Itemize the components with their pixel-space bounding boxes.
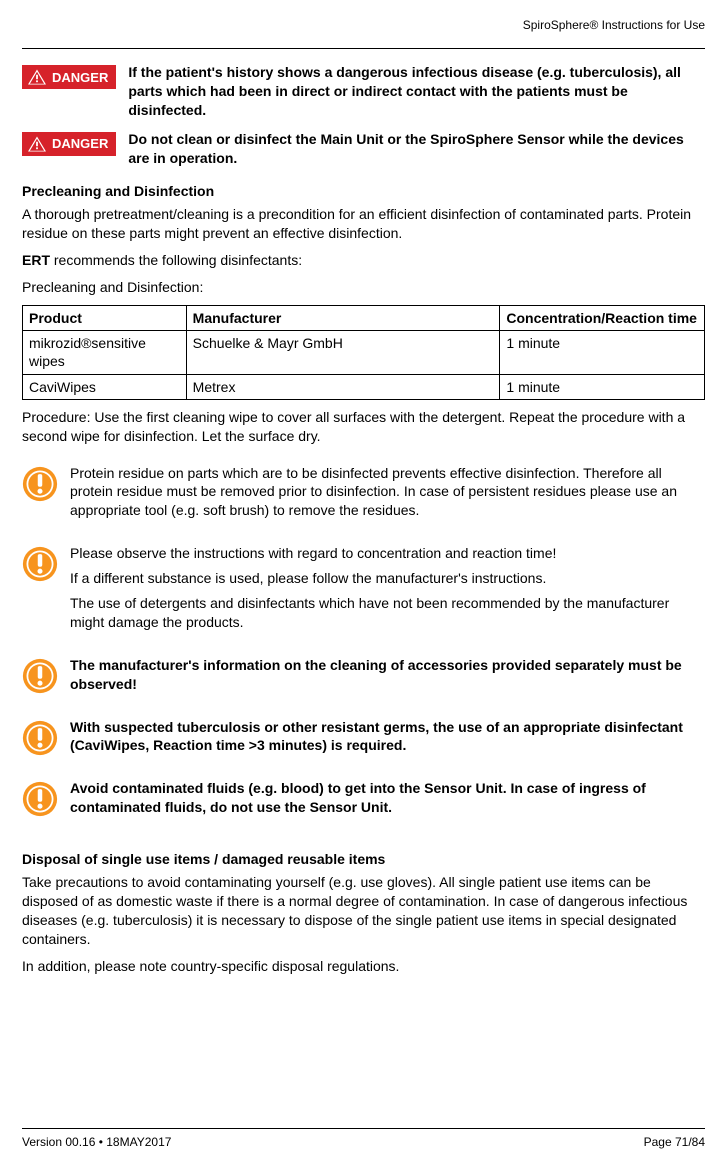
caution-note: With suspected tuberculosis or other res… (22, 718, 705, 762)
document-page: SpiroSphere® Instructions for Use DANGER… (0, 0, 727, 1165)
caution-icon (22, 720, 58, 756)
col-reaction-time: Concentration/Reaction time (500, 306, 705, 331)
danger-label: DANGER (52, 70, 108, 85)
cell-time: 1 minute (500, 331, 705, 374)
caution-note: The manufacturer's information on the cl… (22, 656, 705, 700)
para-disposal-2: In addition, please note country-specifi… (22, 957, 705, 976)
footer-divider (22, 1128, 705, 1129)
danger-label: DANGER (52, 136, 108, 151)
section-heading-disposal: Disposal of single use items / damaged r… (22, 851, 705, 867)
caution-text: With suspected tuberculosis or other res… (70, 718, 705, 762)
danger-badge: DANGER (22, 132, 116, 156)
cell-product: mikrozid®sensitive wipes (23, 331, 187, 374)
caution-note: Please observe the instructions with reg… (22, 544, 705, 638)
col-product: Product (23, 306, 187, 331)
danger-block-2: DANGER Do not clean or disinfect the Mai… (22, 130, 705, 168)
caution-para: Please observe the instructions with reg… (70, 544, 705, 563)
para-tablelabel: Precleaning and Disinfection: (22, 278, 705, 297)
caution-para: The manufacturer's information on the cl… (70, 656, 705, 694)
col-manufacturer: Manufacturer (186, 306, 500, 331)
footer-page: Page 71/84 (644, 1135, 705, 1149)
danger-block-1: DANGER If the patient's history shows a … (22, 63, 705, 120)
caution-note: Protein residue on parts which are to be… (22, 464, 705, 527)
caution-note: Avoid contaminated fluids (e.g. blood) t… (22, 779, 705, 823)
caution-icon (22, 658, 58, 694)
para-procedure: Procedure: Use the first cleaning wipe t… (22, 408, 705, 446)
danger-text-2: Do not clean or disinfect the Main Unit … (128, 130, 705, 168)
section-heading-precleaning: Precleaning and Disinfection (22, 183, 705, 199)
table-row: mikrozid®sensitive wipes Schuelke & Mayr… (23, 331, 705, 374)
header-title: SpiroSphere® Instructions for Use (22, 18, 705, 32)
header-divider (22, 48, 705, 49)
caution-para: The use of detergents and disinfectants … (70, 594, 705, 632)
para-disposal-1: Take precautions to avoid contaminating … (22, 873, 705, 949)
caution-text: Protein residue on parts which are to be… (70, 464, 705, 527)
disinfectant-table: Product Manufacturer Concentration/React… (22, 305, 705, 400)
caution-para: Avoid contaminated fluids (e.g. blood) t… (70, 779, 705, 817)
table-header-row: Product Manufacturer Concentration/React… (23, 306, 705, 331)
footer-version: Version 00.16 • 18MAY2017 (22, 1135, 171, 1149)
danger-text-1: If the patient's history shows a dangero… (128, 63, 705, 120)
para-pretreatment: A thorough pretreatment/cleaning is a pr… (22, 205, 705, 243)
caution-para: If a different substance is used, please… (70, 569, 705, 588)
danger-badge: DANGER (22, 65, 116, 89)
caution-icon (22, 466, 58, 502)
table-row: CaviWipes Metrex 1 minute (23, 374, 705, 399)
caution-icon (22, 546, 58, 582)
warning-triangle-icon (28, 69, 46, 85)
para-ert: ERT recommends the following disinfectan… (22, 251, 705, 270)
page-footer: Version 00.16 • 18MAY2017 Page 71/84 (22, 1128, 705, 1149)
cell-product: CaviWipes (23, 374, 187, 399)
cell-mfr: Schuelke & Mayr GmbH (186, 331, 500, 374)
cell-time: 1 minute (500, 374, 705, 399)
caution-icon (22, 781, 58, 817)
cell-mfr: Metrex (186, 374, 500, 399)
caution-text: Please observe the instructions with reg… (70, 544, 705, 638)
warning-triangle-icon (28, 136, 46, 152)
caution-para: Protein residue on parts which are to be… (70, 464, 705, 521)
caution-para: With suspected tuberculosis or other res… (70, 718, 705, 756)
caution-text: The manufacturer's information on the cl… (70, 656, 705, 700)
caution-text: Avoid contaminated fluids (e.g. blood) t… (70, 779, 705, 823)
